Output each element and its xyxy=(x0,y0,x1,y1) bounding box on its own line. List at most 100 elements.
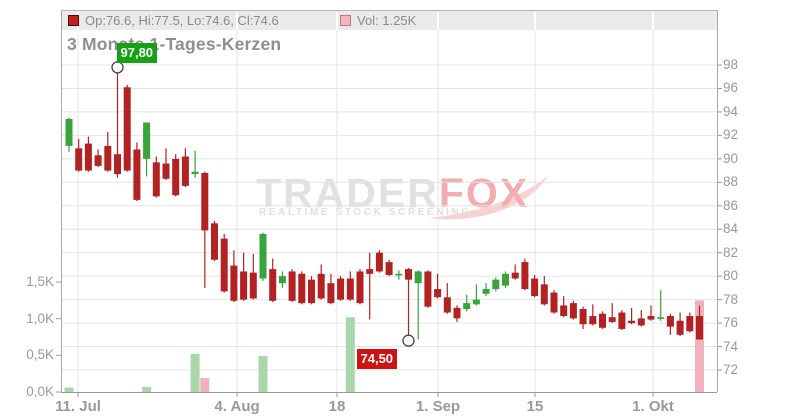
candle-body xyxy=(191,171,199,175)
candle-body xyxy=(133,149,141,200)
candle-body xyxy=(152,162,160,197)
high-marker-circle xyxy=(111,61,124,74)
volume-bar xyxy=(200,378,210,392)
candle-body xyxy=(249,272,257,299)
candle-body xyxy=(657,317,665,319)
candle-body xyxy=(201,172,209,231)
candle-body xyxy=(589,316,597,325)
price-axis-label: 92 xyxy=(723,127,739,143)
candle-body xyxy=(463,303,471,310)
candle-body xyxy=(269,269,277,301)
candle-body xyxy=(181,156,189,186)
volume-bar xyxy=(258,356,268,392)
price-axis-label: 76 xyxy=(723,315,739,331)
candle-body xyxy=(114,154,121,175)
candle-body xyxy=(472,299,480,305)
candle-body xyxy=(385,262,393,275)
watermark-trader: TRADER xyxy=(256,170,439,216)
volume-bar xyxy=(190,353,200,392)
volume-bar xyxy=(695,300,704,392)
watermark-tagline: REALTIME STOCK SCREENING xyxy=(259,207,472,218)
volume-axis-label: 1,5K xyxy=(26,274,54,290)
candle-body xyxy=(84,143,92,171)
price-axis-label: 88 xyxy=(723,174,739,190)
candle-body xyxy=(211,223,218,260)
candle-body xyxy=(676,320,684,335)
candle-body xyxy=(366,269,374,274)
volume-axis-label: 0,0K xyxy=(26,384,54,399)
x-axis-label: 1. Okt xyxy=(632,398,674,415)
candle-body xyxy=(288,271,296,301)
price-axis-label: 84 xyxy=(723,221,739,237)
candle-body xyxy=(356,271,364,304)
legend-ohlc-label: Op:76.6, Hi:77.5, Lo:74.6, Cl:74.6 xyxy=(85,13,279,28)
candle-body xyxy=(686,316,694,332)
candle-body xyxy=(346,278,354,300)
candle-body xyxy=(414,271,422,284)
candle-body xyxy=(608,317,616,322)
high-annotation-badge: 97,80 xyxy=(116,43,158,64)
volume-axis-label: 0,5K xyxy=(26,347,54,363)
candle-body xyxy=(618,312,626,329)
candle-body xyxy=(569,303,577,319)
candle-body xyxy=(599,313,606,328)
price-axis-label: 94 xyxy=(723,103,739,119)
price-axis-label: 96 xyxy=(723,80,739,96)
watermark-fox: FOX xyxy=(438,170,530,216)
candle-body xyxy=(637,318,645,326)
candle-body xyxy=(579,309,587,325)
candle-body xyxy=(65,118,73,146)
watermark-brand: TRADERFOX xyxy=(256,170,529,217)
candle-body xyxy=(666,316,674,327)
candle-body xyxy=(540,284,548,305)
candle-body xyxy=(482,289,490,294)
candle-body xyxy=(502,273,509,286)
candle-body xyxy=(317,273,325,299)
candle-body xyxy=(492,279,500,290)
candle-body xyxy=(395,273,403,276)
candle-body xyxy=(337,278,345,300)
x-axis-label: 1. Sep xyxy=(415,398,461,415)
candle-body xyxy=(550,292,558,313)
candle-series-swatch xyxy=(68,15,79,26)
x-axis-label: 18 xyxy=(328,398,346,415)
candle-body xyxy=(278,276,286,284)
legend-item-volume[interactable]: Vol: 1.25K xyxy=(340,13,416,28)
candle-body xyxy=(220,238,228,292)
candle-body xyxy=(143,122,151,159)
candle-body xyxy=(443,297,451,313)
x-axis-label: 11. Jul xyxy=(55,398,101,415)
price-axis-label: 98 xyxy=(723,57,739,72)
candle-body xyxy=(375,252,383,272)
candle-body xyxy=(123,87,131,171)
candle-body xyxy=(424,271,432,307)
candle-body xyxy=(230,265,238,301)
candle-body xyxy=(308,279,315,304)
price-axis-label: 74 xyxy=(723,338,739,354)
x-axis-label: 4. Aug xyxy=(214,398,260,415)
legend-volume-label: Vol: 1.25K xyxy=(357,13,417,28)
volume-axis-label: 1,0K xyxy=(26,310,54,326)
price-axis-label: 78 xyxy=(723,291,739,307)
candle-body xyxy=(560,305,568,317)
price-axis-label: 80 xyxy=(723,268,739,284)
candle-body xyxy=(511,272,519,279)
candle-body xyxy=(405,269,412,280)
candle-body xyxy=(172,158,180,196)
candle-body xyxy=(628,320,636,324)
volume-series-swatch xyxy=(340,15,351,26)
low-marker-circle xyxy=(402,334,415,347)
price-axis-label: 90 xyxy=(723,150,739,166)
candle-body xyxy=(75,148,83,171)
candle-body xyxy=(453,307,461,319)
legend-item-ohlc[interactable]: Op:76.6, Hi:77.5, Lo:74.6, Cl:74.6 xyxy=(68,13,279,28)
candle-body xyxy=(104,145,112,171)
low-annotation-badge: 74,50 xyxy=(356,348,398,369)
candle-body xyxy=(531,278,539,297)
price-axis-label: 82 xyxy=(723,244,739,260)
candle-body xyxy=(696,316,703,340)
volume-bar xyxy=(64,387,74,392)
candle-body xyxy=(298,273,306,304)
